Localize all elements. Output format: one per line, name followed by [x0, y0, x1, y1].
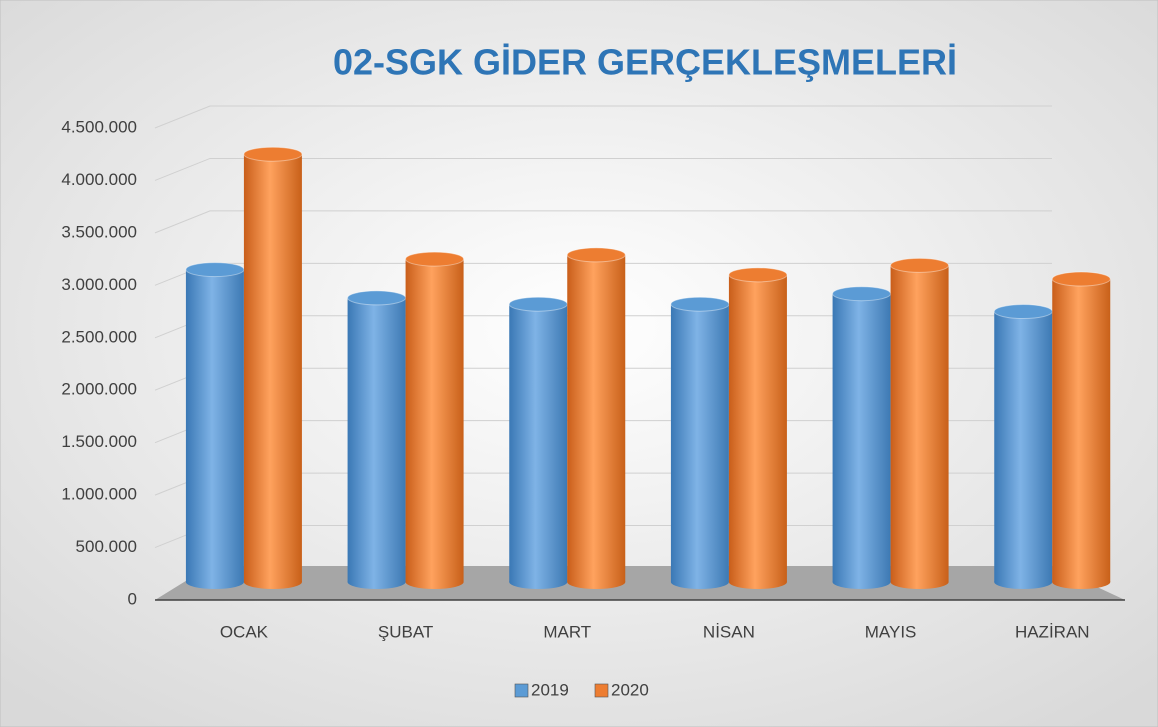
x-tick-label: ŞUBAT	[378, 622, 433, 641]
y-tick-label: 500.000	[76, 537, 137, 556]
bar	[728, 274, 787, 582]
x-tick-label: NİSAN	[703, 622, 755, 641]
bar-top	[890, 257, 950, 273]
bar-top	[1051, 271, 1111, 287]
y-tick-label: 2.000.000	[61, 380, 137, 399]
chart-title: 02-SGK GİDER GERÇEKLEŞMELERİ	[333, 42, 957, 83]
bar	[1052, 279, 1111, 582]
x-tick-label: MAYIS	[865, 622, 917, 641]
y-tick-label: 3.000.000	[61, 275, 137, 294]
bar	[670, 304, 729, 582]
y-tick-label: 1.500.000	[61, 432, 137, 451]
y-tick-label: 2.500.000	[61, 327, 137, 346]
x-tick-label: MART	[543, 622, 591, 641]
bar-top	[993, 304, 1053, 320]
bar	[567, 254, 626, 582]
bar	[243, 154, 302, 582]
bar	[994, 311, 1053, 582]
bar-top	[185, 262, 245, 278]
legend-swatch	[594, 683, 609, 698]
bar-top	[566, 247, 626, 263]
grid-line	[154, 210, 1052, 234]
bar	[185, 269, 244, 582]
y-tick-label: 4.500.000	[61, 117, 137, 136]
bar-top	[728, 267, 788, 283]
bar	[405, 259, 464, 582]
x-tick-label: HAZİRAN	[1015, 622, 1090, 641]
bar-top	[405, 251, 465, 267]
y-tick-label: 1.000.000	[61, 485, 137, 504]
bar-top	[508, 296, 568, 312]
legend-label: 2019	[531, 680, 569, 699]
bar-top	[347, 290, 407, 306]
bar-top	[832, 286, 892, 302]
bar	[347, 297, 406, 582]
legend-swatch	[514, 683, 529, 698]
bar	[890, 265, 949, 582]
bar	[832, 293, 891, 582]
y-tick-label: 3.500.000	[61, 222, 137, 241]
bar-top	[243, 146, 303, 162]
y-tick-label: 0	[128, 589, 137, 608]
legend-label: 2020	[611, 680, 649, 699]
grid-line	[154, 157, 1052, 181]
bar-top	[670, 296, 730, 312]
y-tick-label: 4.000.000	[61, 170, 137, 189]
grid-line	[154, 105, 1052, 129]
bar	[509, 304, 568, 582]
x-tick-label: OCAK	[220, 622, 269, 641]
